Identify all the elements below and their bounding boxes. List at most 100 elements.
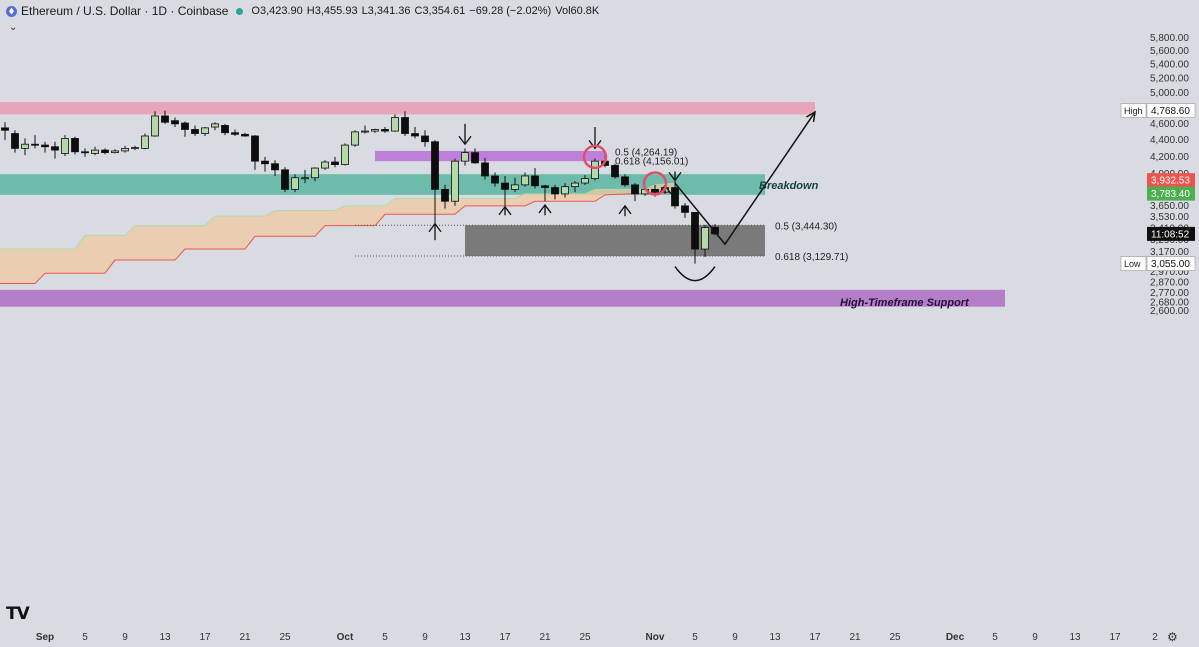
plot-area (0, 102, 1005, 307)
fib-level-label: 0.618 (4,156.01) (615, 157, 688, 168)
candle-up (451, 160, 459, 202)
x-tick-label: 17 (809, 632, 821, 643)
candle-down (631, 184, 639, 195)
symbol-title[interactable]: Ethereum / U.S. Dollar · 1D · Coinbase (21, 4, 229, 18)
candle-down (651, 188, 659, 193)
candle-down (161, 115, 169, 123)
y-tick-label: 5,200.00 (1150, 73, 1189, 84)
candle-up (211, 123, 219, 128)
x-tick-label: 25 (889, 632, 901, 643)
candle-down (551, 187, 559, 195)
candle-down (541, 185, 549, 188)
y-tick-label: 2,970.00 (1150, 267, 1189, 278)
candle-down (491, 175, 499, 184)
projection-line (674, 111, 816, 246)
x-tick-label: 13 (1069, 632, 1081, 643)
x-tick-label: 21 (239, 632, 251, 643)
candle-down (41, 144, 49, 148)
y-tick-label: 4,600.00 (1150, 119, 1189, 130)
price-tag-name-box (1120, 256, 1147, 271)
candle-down (411, 133, 419, 137)
candle-up (581, 178, 589, 184)
candle-up (121, 148, 129, 152)
y-tick-label: 3,530.00 (1150, 212, 1189, 223)
price-tag-name: High (1124, 106, 1143, 116)
candle-down (441, 188, 449, 202)
cloud-band (0, 183, 675, 284)
breakdown-label: Breakdown (759, 180, 819, 192)
candle-down (431, 141, 439, 190)
price-tag-value: 3,932.53 (1151, 176, 1190, 187)
candle-up (521, 175, 529, 186)
candle-up (361, 130, 369, 133)
candle-down (501, 182, 509, 190)
x-tick-label: 5 (992, 632, 998, 643)
candle-down (271, 163, 279, 171)
candle-down (241, 133, 249, 137)
y-tick-label: 2,600.00 (1150, 306, 1189, 317)
price-tag-box (1146, 103, 1196, 118)
candle-down (31, 143, 39, 146)
candle-up (591, 160, 599, 180)
arrowhead-down (458, 135, 472, 146)
candle-up (461, 152, 469, 162)
zone-resistance (0, 102, 815, 115)
candle-down (281, 169, 289, 190)
x-tick-label: 17 (499, 632, 511, 643)
candle-up (571, 182, 579, 188)
price-tag-value: 4,768.60 (1151, 106, 1190, 117)
zone-breakdown (0, 174, 765, 195)
candle-down (261, 160, 269, 165)
candle-down (711, 226, 719, 235)
x-tick-label: 21 (849, 632, 861, 643)
candle-up (561, 186, 569, 195)
candle-down (681, 205, 689, 213)
zone-htf-support (0, 289, 1005, 307)
projection-arrowhead (805, 110, 816, 123)
x-tick-label: 25 (279, 632, 291, 643)
candle-down (531, 175, 539, 187)
arrowhead-up (498, 205, 512, 216)
x-tick-label: 17 (1109, 632, 1121, 643)
tradingview-logo[interactable]: TV (6, 604, 30, 624)
candle-up (201, 127, 209, 134)
candle-down (191, 129, 199, 134)
x-tick-label: 9 (1032, 632, 1038, 643)
candle-down (621, 176, 629, 186)
candle-down (421, 135, 429, 143)
candle-down (691, 211, 699, 250)
ohlc-open: O3,423.90 (251, 5, 303, 17)
ohlc-low: L3,341.36 (361, 5, 411, 17)
x-tick-label: 13 (459, 632, 471, 643)
arrowhead-down (588, 140, 602, 150)
chart-header: Ethereum / U.S. Dollar · 1D · Coinbase O… (6, 3, 599, 19)
ohlc-volume: Vol60.8K (555, 5, 600, 17)
candle-down (11, 133, 19, 149)
x-tick-label: 5 (692, 632, 698, 643)
x-tick-label: 21 (539, 632, 551, 643)
candle-up (111, 150, 119, 154)
chevron-down-icon[interactable]: ⌄ (9, 22, 18, 33)
x-tick-label: 2 (1152, 632, 1158, 643)
candle-down (81, 151, 89, 154)
gear-icon[interactable]: ⚙ (1167, 630, 1178, 644)
price-tag-value: 3,783.40 (1151, 189, 1190, 200)
price-tag-box (1147, 186, 1195, 201)
ohlc-change: −69.28 (−2.02%) (469, 5, 552, 17)
y-tick-label: 2,770.00 (1150, 288, 1189, 299)
fib-level-label: 0.618 (3,129.71) (775, 252, 848, 263)
candle-up (151, 115, 159, 137)
zone-fib-zone-top (375, 150, 605, 162)
candle-down (381, 129, 389, 132)
candle-down (481, 162, 489, 177)
y-tick-label: 2,870.00 (1150, 278, 1189, 289)
candle-down (171, 120, 179, 125)
candle-down (221, 125, 229, 134)
ohlc-close: C3,354.61 (414, 5, 466, 17)
x-tick-label: Oct (337, 632, 354, 643)
candle-up (701, 227, 709, 250)
y-tick-label: 2,680.00 (1150, 297, 1189, 308)
candle-up (141, 135, 149, 149)
candle-down (401, 117, 409, 134)
